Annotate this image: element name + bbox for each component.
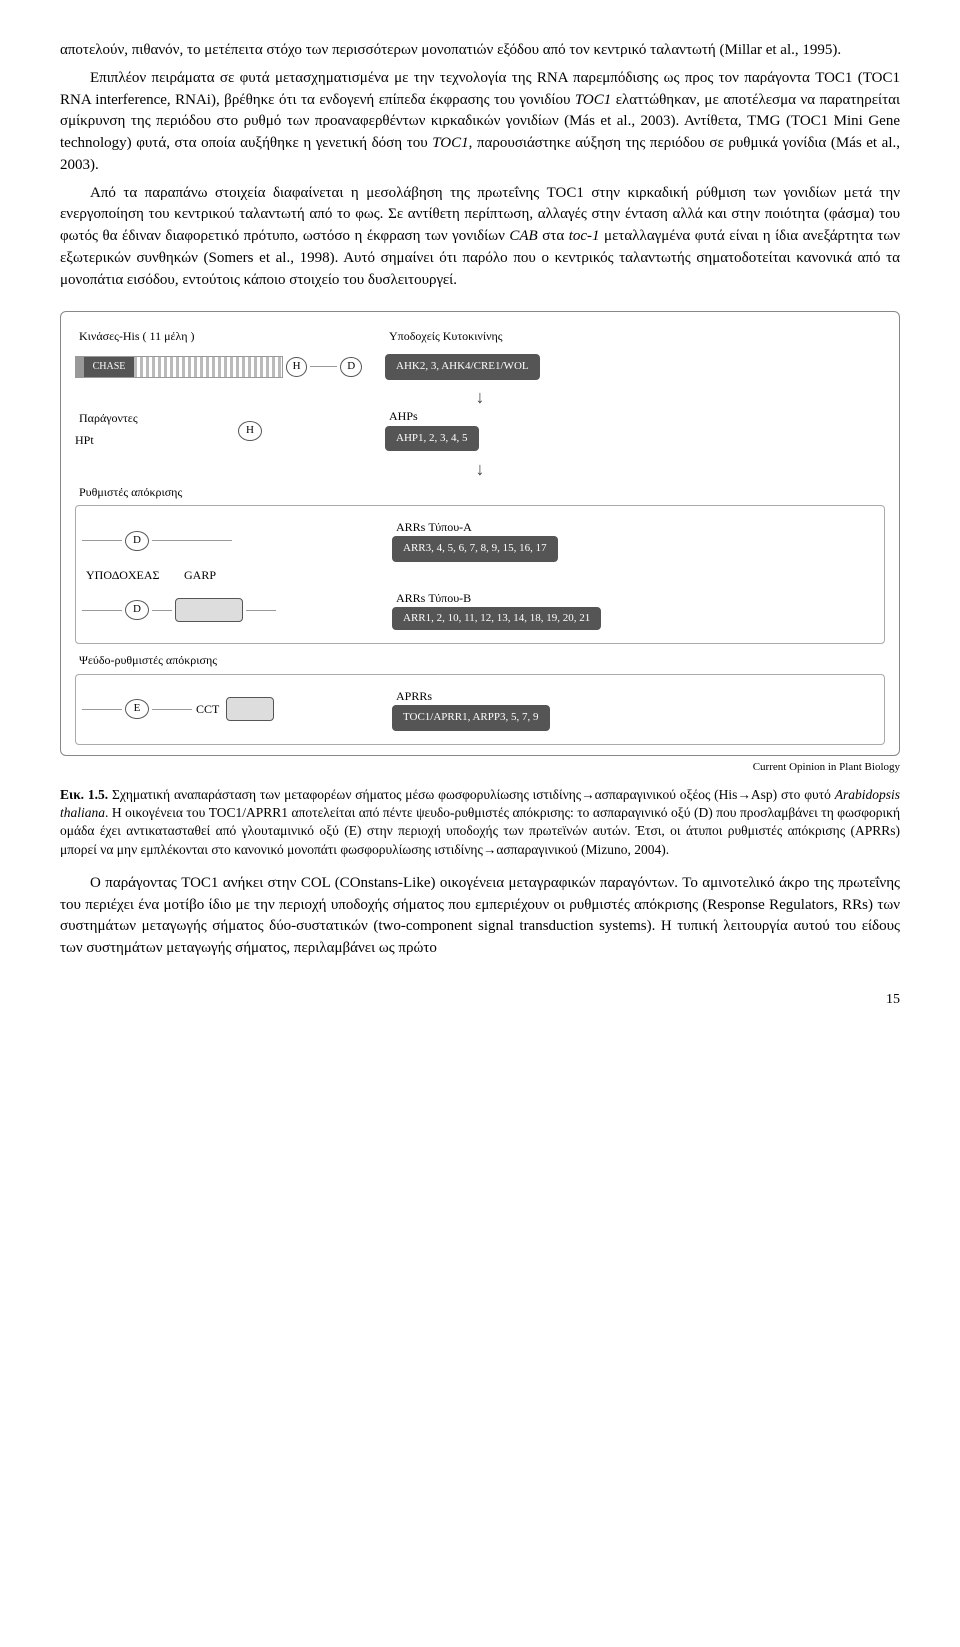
d-circle-b: D <box>125 600 149 620</box>
garp-box <box>175 598 243 622</box>
toc1-italic-2: TOC1 <box>432 135 468 151</box>
row-kinase-bar: CHASE H D AHK2, 3, AHK4/CRE1/WOL <box>75 354 885 380</box>
hpt-label: Παράγοντες HPt <box>75 411 138 447</box>
rr-row-b: D ARRs Τύπου-Β ARR1, 2, 10, 11, 12, 13, … <box>82 590 878 631</box>
row-hpt: Παράγοντες HPt H AHPs AHP1, 2, 3, 4, 5 <box>75 408 885 452</box>
d-circle-1: D <box>340 357 362 377</box>
arr-a-box: ARR3, 4, 5, 6, 7, 8, 9, 15, 16, 17 <box>392 536 558 562</box>
pseudo-inner-box: E CCT APRRs TOC1/APRR1, ARPP3, 5, 7, 9 <box>75 674 885 745</box>
pseudo-label: Ψεύδο-ρυθμιστές απόκρισης <box>75 652 885 669</box>
cab-italic: CAB <box>509 228 537 244</box>
pseudo-row: E CCT APRRs TOC1/APRR1, ARPP3, 5, 7, 9 <box>82 688 878 731</box>
rr-row-labels: ΥΠΟΔΟΧΕΑΣ GARP <box>82 567 878 584</box>
arrow-1: ↓ <box>75 384 885 410</box>
rr-inner-box: D ARRs Τύπου-Α ARR3, 4, 5, 6, 7, 8, 9, 1… <box>75 505 885 644</box>
toc1m-italic: toc-1 <box>569 228 600 244</box>
diagram-source: Current Opinion in Plant Biology <box>60 760 900 776</box>
para-2: Επιπλέον πειράματα σε φυτά μετασχηματισμ… <box>60 68 900 177</box>
para-3: Από τα παραπάνω στοιχεία διαφαίνεται η μ… <box>60 183 900 292</box>
arr-b-label: ARRs Τύπου-Β <box>392 590 878 607</box>
kinase-bar: CHASE <box>75 356 283 378</box>
fig-num: Εικ. 1.5. <box>60 787 108 802</box>
caption-t1: Σχηματική αναπαράσταση των μεταφορέων σή… <box>108 787 835 802</box>
d-circle-a: D <box>125 531 149 551</box>
chase-seg: CHASE <box>84 357 134 377</box>
signal-diagram: Κινάσες-His ( 11 μέλη ) Υποδοχείς Κυτοκι… <box>60 311 900 776</box>
ahps-box: AHP1, 2, 3, 4, 5 <box>385 426 479 452</box>
e-circle: E <box>125 699 149 719</box>
para-1: αποτελούν, πιθανόν, το μετέπειτα στόχο τ… <box>60 40 900 62</box>
receptors-box: AHK2, 3, AHK4/CRE1/WOL <box>385 354 540 380</box>
cct-box <box>226 697 274 721</box>
kinases-label: Κινάσες-His ( 11 μέλη ) <box>75 329 199 343</box>
aprrs-label: APRRs <box>392 688 878 705</box>
rr-label: Ρυθμιστές απόκρισης <box>75 484 885 501</box>
receptors-label: Υποδοχείς Κυτοκινίνης <box>385 329 507 343</box>
ahps-label: AHPs <box>385 408 885 425</box>
kinase-seg-1 <box>76 357 84 377</box>
garp-label: GARP <box>180 567 220 584</box>
page-number: 15 <box>60 990 900 1010</box>
receiver-label: ΥΠΟΔΟΧΕΑΣ <box>82 567 180 584</box>
cct-label: CCT <box>192 701 223 718</box>
para-4: Ο παράγοντας TOC1 ανήκει στην COL (COnst… <box>60 873 900 960</box>
h-circle-1: H <box>286 357 308 377</box>
h-circle-2: H <box>238 421 262 441</box>
diagram-box: Κινάσες-His ( 11 μέλη ) Υποδοχείς Κυτοκι… <box>60 311 900 756</box>
toc1-italic-1: TOC1 <box>575 92 611 108</box>
arr-b-box: ARR1, 2, 10, 11, 12, 13, 14, 18, 19, 20,… <box>392 607 601 630</box>
row-kinases-header: Κινάσες-His ( 11 μέλη ) Υποδοχείς Κυτοκι… <box>75 326 885 348</box>
figure-caption: Εικ. 1.5. Σχηματική αναπαράσταση των μετ… <box>60 786 900 859</box>
rr-row-a: D ARRs Τύπου-Α ARR3, 4, 5, 6, 7, 8, 9, 1… <box>82 519 878 562</box>
caption-t2: . Η οικογένεια του TOC1/APRR1 αποτελείτα… <box>60 805 900 856</box>
kinase-seg-3 <box>134 357 282 377</box>
arr-a-label: ARRs Τύπου-Α <box>392 519 878 536</box>
arrow-2: ↓ <box>75 456 885 482</box>
para3-b: στα <box>538 228 569 244</box>
aprrs-box: TOC1/APRR1, ARPP3, 5, 7, 9 <box>392 705 550 731</box>
